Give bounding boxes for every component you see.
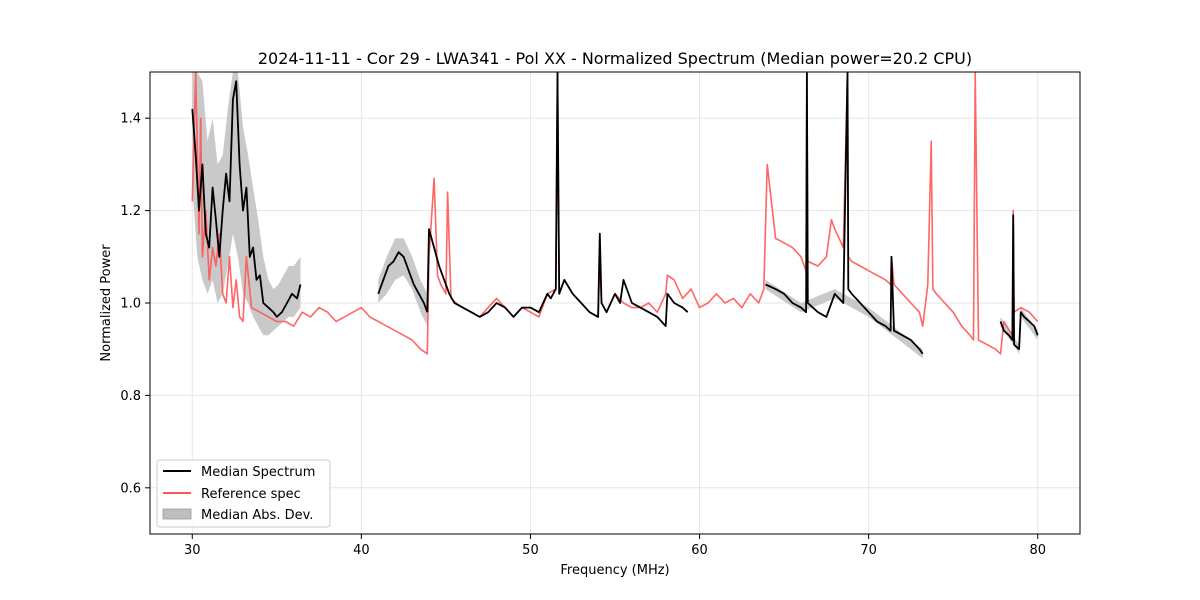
grid-lines xyxy=(150,72,1080,534)
x-tick-label: 60 xyxy=(691,543,708,558)
y-axis-label: Normalized Power xyxy=(99,244,114,362)
median-line xyxy=(426,72,689,327)
x-tick-label: 40 xyxy=(353,543,370,558)
median-line xyxy=(765,72,924,355)
legend-label-mad: Median Abs. Dev. xyxy=(201,508,313,523)
x-tick-label: 80 xyxy=(1029,543,1046,558)
legend-box xyxy=(156,459,331,528)
y-tick-label: 1.4 xyxy=(120,112,141,127)
y-tick-label: 1.0 xyxy=(120,297,141,312)
y-tick-label: 1.2 xyxy=(120,204,141,219)
mad-band xyxy=(378,238,428,327)
x-axis-ticks: 30 40 50 60 70 80 xyxy=(184,534,1046,558)
median-series xyxy=(191,72,1039,355)
legend-swatch-mad xyxy=(162,508,192,520)
legend-label-reference: Reference spec xyxy=(201,487,301,502)
y-tick-label: 0.8 xyxy=(120,389,141,404)
y-tick-label: 0.6 xyxy=(120,481,141,496)
x-tick-label: 30 xyxy=(184,543,201,558)
x-tick-label: 70 xyxy=(860,543,877,558)
x-axis-label: Frequency (MHz) xyxy=(560,563,669,578)
chart-title: 2024-11-11 - Cor 29 - LWA341 - Pol XX - … xyxy=(258,49,972,68)
x-tick-label: 50 xyxy=(522,543,539,558)
mad-band xyxy=(1000,307,1038,354)
legend-label-median: Median Spectrum xyxy=(201,465,315,480)
y-axis-ticks: 0.6 0.8 1.0 1.2 1.4 xyxy=(120,112,150,496)
legend: Median Spectrum Reference spec Median Ab… xyxy=(156,459,331,528)
median-line xyxy=(377,251,429,313)
median-line xyxy=(191,80,302,318)
median-line xyxy=(999,214,1039,351)
